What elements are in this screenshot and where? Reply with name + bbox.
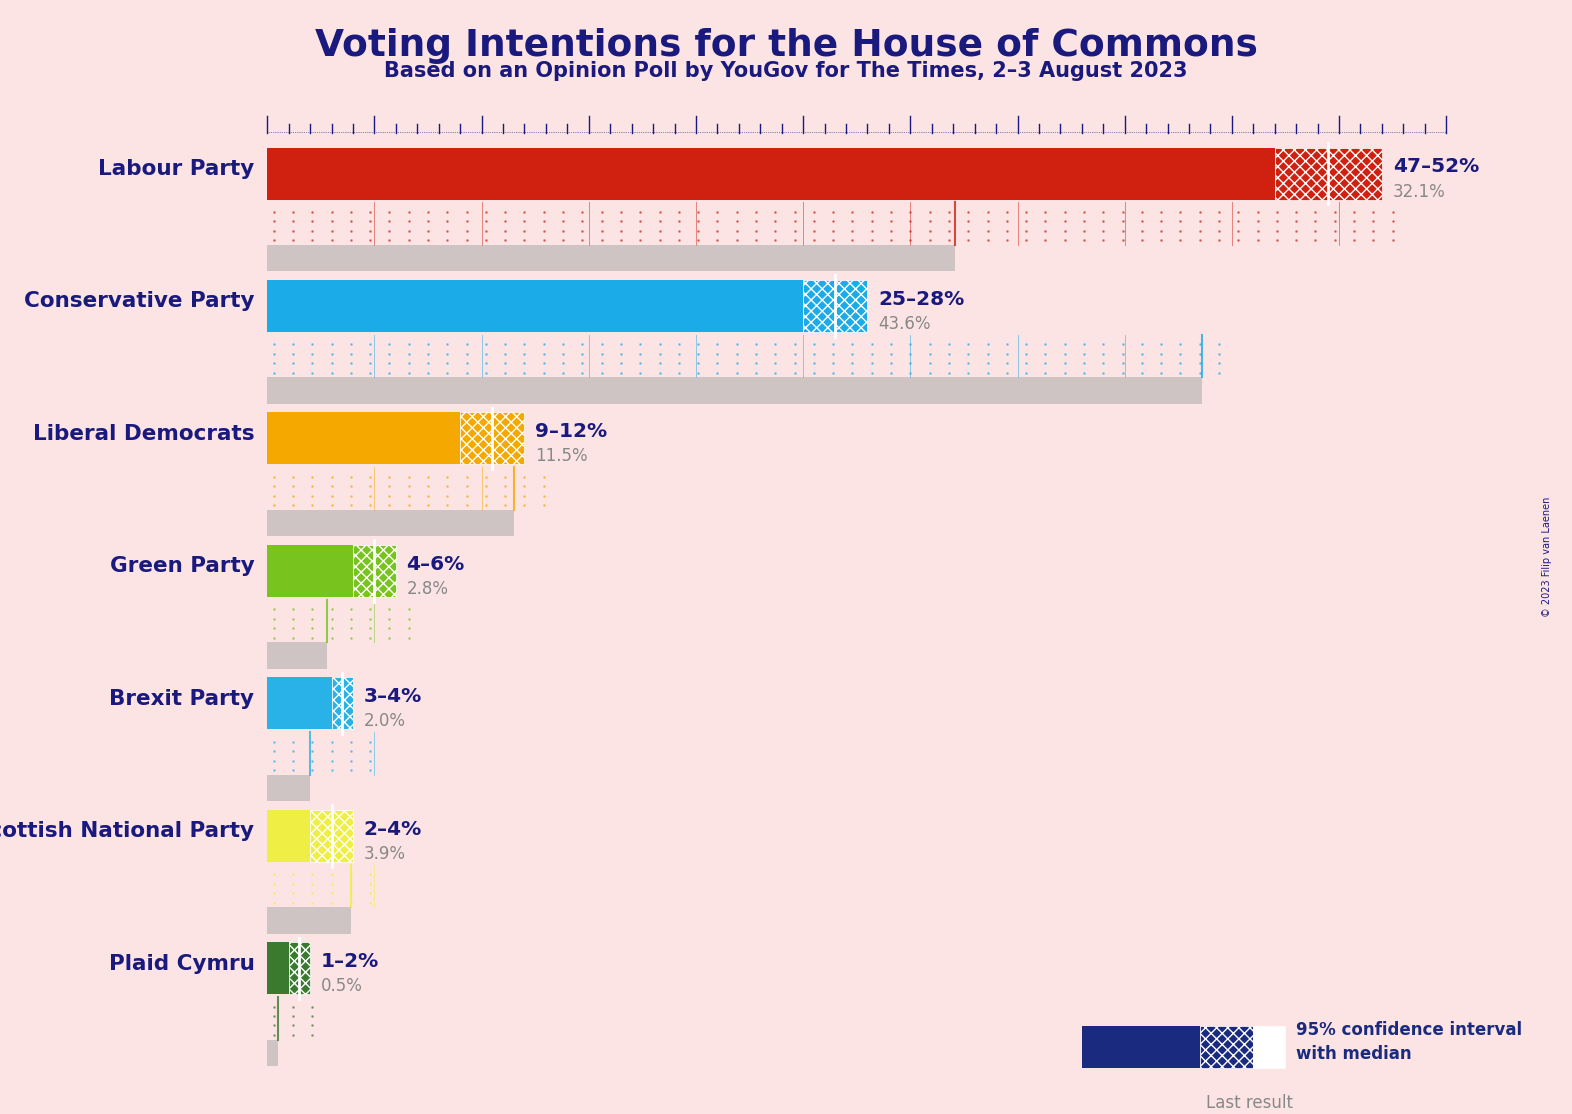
Text: Last result: Last result (1206, 1094, 1294, 1112)
Text: Liberal Democrats: Liberal Democrats (33, 423, 255, 443)
Bar (267, 280, 803, 332)
Text: © 2023 Filip van Laenen: © 2023 Filip van Laenen (1542, 497, 1552, 617)
Text: Based on an Opinion Poll by YouGov for The Times, 2–3 August 2023: Based on an Opinion Poll by YouGov for T… (384, 61, 1188, 81)
Bar (267, 810, 310, 862)
Text: 32.1%: 32.1% (1393, 183, 1445, 201)
Bar (1253, 1026, 1286, 1068)
Text: 3–4%: 3–4% (363, 687, 421, 706)
Text: 95% confidence interval
with median: 95% confidence interval with median (1297, 1022, 1522, 1063)
Text: 0.5%: 0.5% (321, 977, 363, 995)
Bar (1199, 1026, 1253, 1068)
Bar (267, 510, 514, 536)
Text: 2.0%: 2.0% (363, 712, 406, 731)
Text: 3.9%: 3.9% (363, 844, 406, 862)
Bar (289, 942, 310, 995)
Bar (267, 732, 374, 775)
Text: Voting Intentions for the House of Commons: Voting Intentions for the House of Commo… (314, 28, 1258, 63)
Bar (1082, 1093, 1199, 1114)
Bar (267, 147, 1275, 199)
Bar (267, 942, 289, 995)
Text: Plaid Cymru: Plaid Cymru (108, 954, 255, 974)
Text: 1–2%: 1–2% (321, 952, 379, 971)
Bar (267, 677, 332, 730)
Text: Labour Party: Labour Party (97, 159, 255, 179)
Bar (461, 412, 525, 465)
Bar (267, 468, 545, 510)
Text: 2–4%: 2–4% (363, 820, 421, 839)
Bar (1275, 147, 1382, 199)
Bar (267, 997, 332, 1039)
Bar (267, 412, 461, 465)
Text: 11.5%: 11.5% (534, 448, 588, 466)
Bar (310, 810, 354, 862)
Text: 4–6%: 4–6% (407, 555, 465, 574)
Text: Scottish National Party: Scottish National Party (0, 821, 255, 841)
Text: Conservative Party: Conservative Party (24, 291, 255, 311)
Bar (332, 677, 354, 730)
Bar (267, 378, 1203, 404)
Text: Green Party: Green Party (110, 556, 255, 576)
Bar (267, 1039, 278, 1066)
Text: 47–52%: 47–52% (1393, 157, 1479, 176)
Bar (267, 335, 1223, 378)
Text: 25–28%: 25–28% (879, 290, 965, 309)
Bar (803, 280, 868, 332)
Bar (354, 545, 396, 597)
Bar (267, 203, 1404, 245)
Text: 9–12%: 9–12% (534, 422, 607, 441)
Bar (267, 599, 417, 643)
Text: 2.8%: 2.8% (407, 580, 448, 598)
Bar (267, 864, 374, 907)
Bar (267, 643, 327, 668)
Text: 43.6%: 43.6% (879, 315, 931, 333)
Bar (267, 245, 956, 272)
Bar (267, 775, 310, 801)
Bar (267, 907, 351, 934)
Text: Brexit Party: Brexit Party (110, 688, 255, 709)
Bar (267, 545, 354, 597)
Bar (1082, 1026, 1199, 1068)
